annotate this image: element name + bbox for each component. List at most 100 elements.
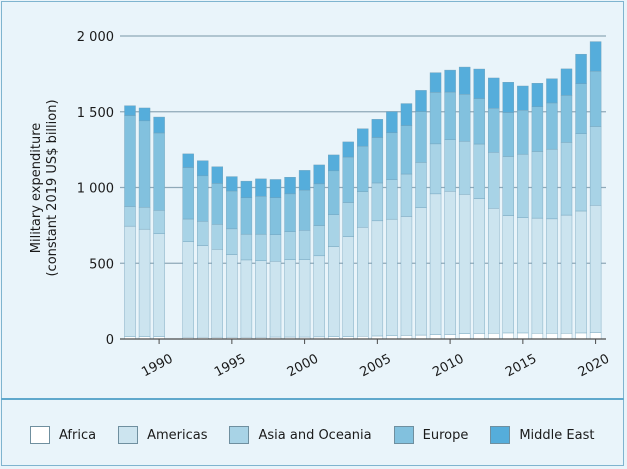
bar-europe-1996: [240, 197, 253, 235]
bar-asia-and-oceania-2000: [298, 230, 311, 260]
bar-europe-2009: [429, 92, 442, 145]
y-axis-label-line-1: Military expenditure: [29, 123, 44, 254]
bar-asia-and-oceania-1997: [255, 233, 267, 261]
x-tick-label-2020: 2020: [576, 352, 612, 381]
bar-europe-2008: [415, 111, 427, 163]
legend-swatch-middle-east: [490, 426, 511, 444]
bar-middle-east-2012: [473, 68, 485, 99]
axes: [120, 338, 606, 344]
bar-middle-east-1996: [240, 180, 253, 199]
bar-asia-and-oceania-2011: [458, 141, 471, 195]
bar-europe-2004: [357, 145, 369, 192]
x-tick-label-2010: 2010: [430, 352, 466, 381]
bar-middle-east-2015: [517, 85, 529, 111]
bar-middle-east-2016: [531, 83, 544, 107]
bar-americas-2010: [444, 191, 456, 335]
legend-item-europe: Europe: [393, 426, 469, 444]
bar-middle-east-1997: [255, 178, 267, 197]
legend-label-europe: Europe: [422, 427, 469, 443]
bar-americas-1990: [153, 233, 165, 337]
bar-europe-1998: [269, 197, 282, 235]
legend-label-americas: Americas: [147, 427, 208, 443]
bar-europe-1990: [153, 132, 165, 211]
bar-asia-and-oceania-2002: [328, 214, 340, 247]
bar-middle-east-2009: [429, 72, 442, 93]
bar-europe-1994: [211, 183, 224, 225]
bar-asia-and-oceania-2007: [400, 173, 413, 217]
bar-middle-east-2019: [575, 53, 587, 84]
bar-africa-2012: [473, 333, 485, 340]
y-tick-label-500: 500: [89, 257, 114, 272]
bar-europe-2019: [575, 83, 587, 134]
bar-americas-1998: [269, 261, 282, 338]
bar-americas-2015: [517, 217, 529, 334]
bar-americas-2017: [546, 218, 558, 334]
bar-africa-2018: [560, 333, 573, 340]
bar-europe-1995: [226, 190, 238, 230]
bar-europe-2002: [328, 170, 340, 215]
legend-item-asia-and-oceania: Asia and Oceania: [229, 426, 372, 444]
x-tick-label-2015: 2015: [503, 352, 539, 381]
legend-item-middle-east: Middle East: [490, 426, 594, 444]
bar-americas-1994: [211, 249, 224, 338]
bar-middle-east-2020: [589, 41, 602, 72]
bar-americas-1997: [255, 260, 267, 338]
bar-europe-2015: [517, 110, 529, 155]
y-tick-label-2000: 2 000: [77, 30, 114, 45]
bar-europe-1988: [124, 115, 136, 207]
bar-asia-and-oceania-1989: [138, 206, 151, 230]
bar-europe-2014: [502, 112, 514, 157]
bar-middle-east-2003: [342, 141, 354, 158]
bar-americas-2002: [328, 246, 340, 337]
bar-asia-and-oceania-2005: [371, 182, 384, 222]
bar-middle-east-2004: [357, 128, 369, 147]
bar-middle-east-2006: [386, 111, 398, 134]
bar-americas-2018: [560, 214, 573, 334]
y-axis-label-line-2: (constant 2019 US$ billion): [45, 99, 60, 276]
bar-asia-and-oceania-1995: [226, 228, 238, 255]
legend-label-middle-east: Middle East: [519, 427, 595, 443]
bar-middle-east-2017: [546, 78, 558, 104]
legend-item-americas: Americas: [118, 426, 207, 444]
bar-asia-and-oceania-2003: [342, 202, 354, 237]
bar-middle-east-2018: [560, 68, 573, 96]
bar-europe-1999: [284, 193, 296, 232]
bar-europe-1992: [182, 167, 194, 220]
bar-middle-east-1994: [211, 166, 224, 184]
bar-middle-east-2014: [502, 82, 514, 113]
bar-americas-2019: [575, 210, 587, 334]
bar-americas-2008: [415, 207, 427, 336]
bar-europe-2012: [473, 98, 485, 145]
bar-asia-and-oceania-2010: [444, 139, 456, 192]
bar-asia-and-oceania-2006: [386, 179, 398, 220]
bar-asia-and-oceania-1992: [182, 218, 194, 242]
legend-swatch-americas: [118, 426, 139, 444]
bar-europe-1997: [255, 196, 267, 235]
bar-middle-east-2000: [298, 170, 311, 191]
bar-asia-and-oceania-2017: [546, 148, 558, 220]
bar-americas-1999: [284, 259, 296, 338]
bar-americas-2004: [357, 226, 369, 337]
y-tick-label-0: 0: [106, 333, 114, 348]
bar-asia-and-oceania-2016: [531, 151, 544, 219]
legend-item-africa: Africa: [30, 426, 96, 444]
bar-africa-2016: [531, 333, 544, 340]
bar-middle-east-1998: [269, 179, 282, 198]
bar-americas-2013: [488, 208, 500, 334]
bar-africa-2015: [517, 332, 529, 340]
bar-europe-2011: [458, 94, 471, 142]
bar-europe-2001: [313, 183, 325, 226]
x-tick-label-1990: 1990: [139, 352, 175, 381]
bar-europe-2010: [444, 91, 456, 140]
bar-americas-2009: [429, 193, 442, 335]
bar-asia-and-oceania-2004: [357, 191, 369, 228]
bar-americas-2012: [473, 198, 485, 334]
bar-americas-2016: [531, 217, 544, 334]
bar-africa-2014: [502, 332, 514, 340]
bar-middle-east-1992: [182, 153, 194, 168]
bar-europe-2020: [589, 70, 602, 127]
bar-europe-2016: [531, 106, 544, 152]
bar-asia-and-oceania-1998: [269, 234, 282, 262]
bar-asia-and-oceania-2014: [502, 156, 514, 216]
